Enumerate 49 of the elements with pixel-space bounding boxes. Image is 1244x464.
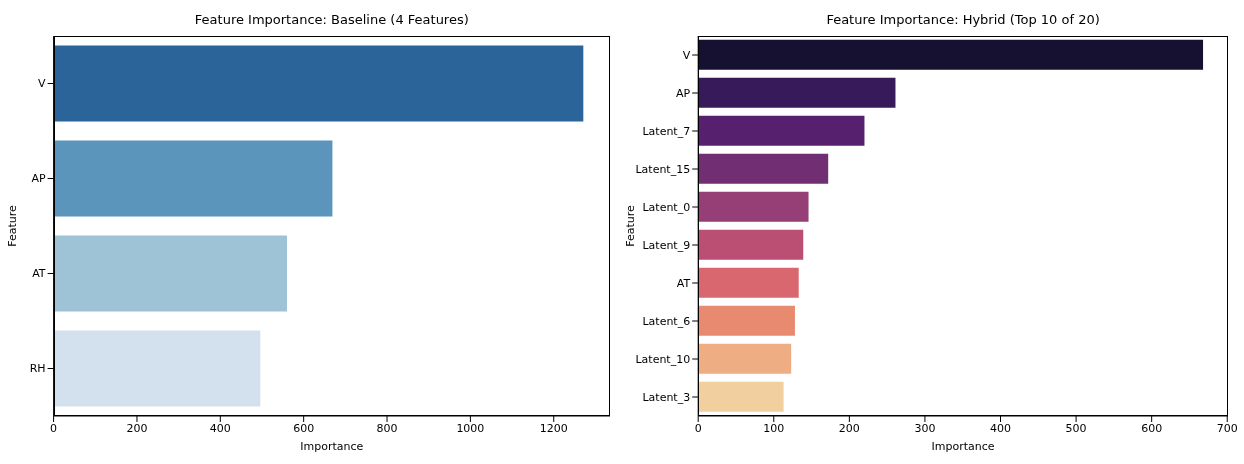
bar bbox=[698, 267, 799, 298]
x-tick-label: 700 bbox=[1216, 421, 1238, 435]
x-tick-label: 400 bbox=[990, 421, 1012, 435]
y-tick-label: Latent_3 bbox=[642, 390, 691, 404]
bar bbox=[698, 343, 792, 374]
bar bbox=[698, 305, 795, 336]
x-tick-label: 800 bbox=[376, 421, 398, 435]
y-axis-title: Feature bbox=[5, 204, 19, 247]
bar bbox=[53, 235, 287, 312]
x-tick-label: 100 bbox=[763, 421, 785, 435]
bar bbox=[698, 191, 809, 222]
y-tick-label: AT bbox=[676, 276, 691, 290]
bar bbox=[53, 140, 333, 217]
bar bbox=[53, 45, 584, 122]
x-tick-label: 0 bbox=[694, 421, 702, 435]
bar bbox=[698, 115, 865, 146]
y-axis-title: Feature bbox=[623, 204, 637, 247]
chart-title: Feature Importance: Hybrid (Top 10 of 20) bbox=[825, 11, 1101, 29]
bar bbox=[698, 381, 784, 412]
y-tick-label: Latent_15 bbox=[635, 162, 691, 176]
y-tick-label: RH bbox=[29, 362, 46, 376]
y-tick-label: Latent_0 bbox=[642, 200, 691, 214]
x-tick-label: 0 bbox=[50, 421, 58, 435]
bar bbox=[53, 330, 261, 407]
bar bbox=[698, 153, 829, 184]
x-tick-label: 400 bbox=[209, 421, 231, 435]
x-tick-label: 200 bbox=[126, 421, 148, 435]
x-tick-label: 1000 bbox=[456, 421, 485, 435]
x-tick-label: 600 bbox=[293, 421, 315, 435]
x-tick-label: 300 bbox=[914, 421, 936, 435]
y-tick-label: AT bbox=[32, 267, 46, 281]
y-tick-label: Latent_7 bbox=[642, 124, 691, 138]
y-tick-label: V bbox=[38, 77, 47, 91]
bar bbox=[698, 77, 896, 108]
x-tick-label: 600 bbox=[1141, 421, 1163, 435]
y-tick-label: Latent_6 bbox=[642, 314, 691, 328]
x-tick-label: 200 bbox=[838, 421, 860, 435]
x-tick-label: 1200 bbox=[539, 421, 568, 435]
y-tick-label: Latent_10 bbox=[635, 352, 691, 366]
x-axis-title: Importance bbox=[300, 440, 364, 453]
y-tick-label: AP bbox=[676, 86, 691, 100]
x-tick-label: 500 bbox=[1065, 421, 1087, 435]
y-tick-label: AP bbox=[31, 172, 46, 186]
bar bbox=[698, 229, 804, 260]
y-tick-label: V bbox=[682, 48, 691, 62]
chart-title: Feature Importance: Baseline (4 Features) bbox=[193, 11, 470, 29]
bar bbox=[698, 39, 1204, 70]
y-tick-label: Latent_9 bbox=[642, 238, 691, 252]
x-axis-title: Importance bbox=[931, 440, 995, 453]
